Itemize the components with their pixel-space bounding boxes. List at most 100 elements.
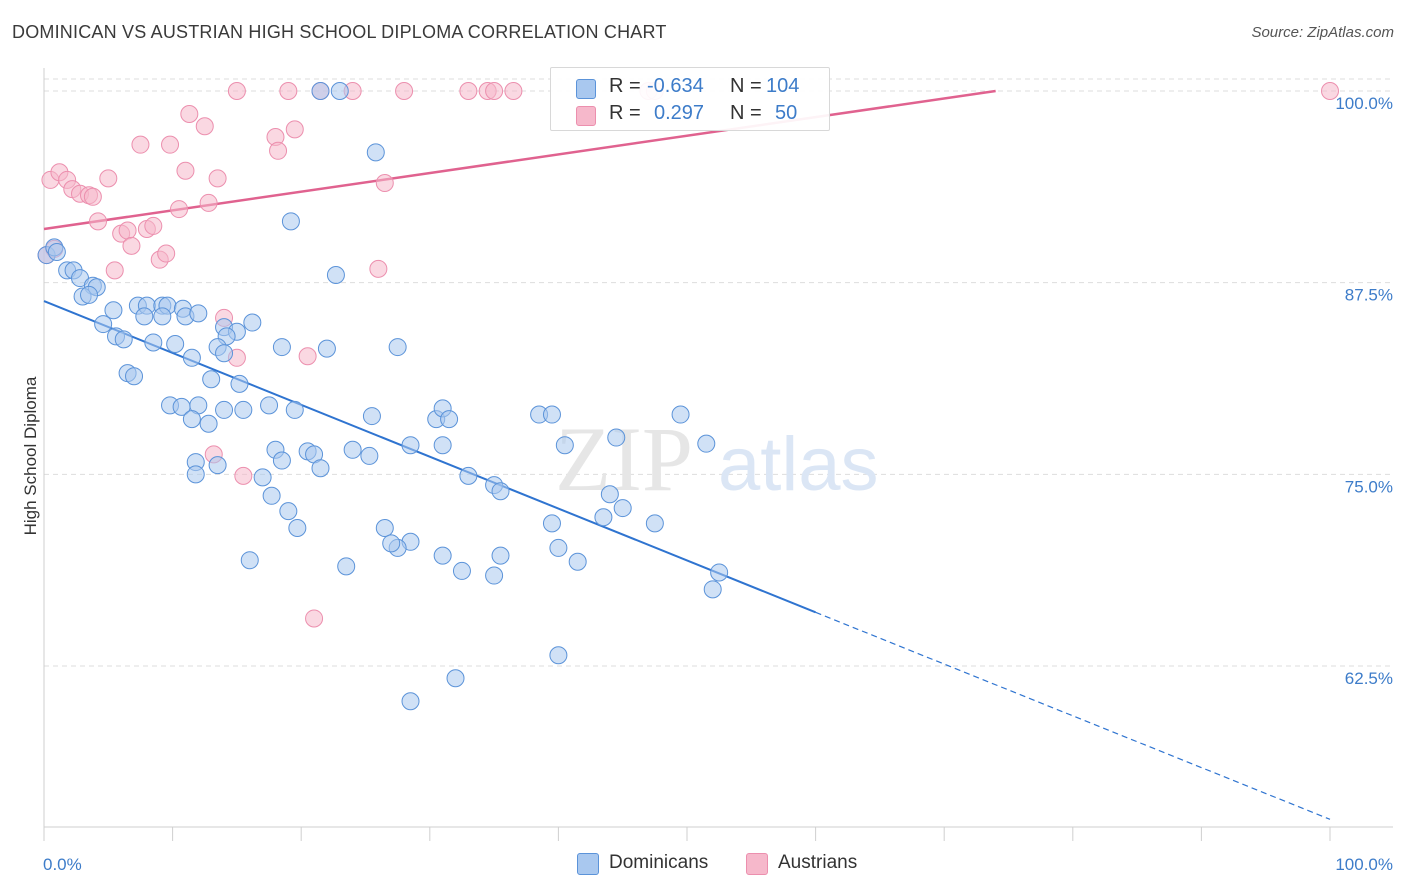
chart-source: Source: ZipAtlas.com xyxy=(1251,24,1394,41)
dominicans-point xyxy=(645,514,664,533)
dominicans-point xyxy=(375,519,394,537)
dominicans-point xyxy=(697,434,716,453)
dominicans-trend-extension xyxy=(815,611,1331,820)
dominicans-point xyxy=(594,508,613,527)
dominicans-point xyxy=(262,486,281,505)
dominicans-point xyxy=(80,285,99,304)
series-legend: Dominicans Austrians xyxy=(0,850,1406,880)
dominicans-point xyxy=(199,414,218,433)
dominicans-point xyxy=(234,400,253,419)
dominicans-point xyxy=(542,514,561,533)
dominicans-point xyxy=(47,243,66,261)
austrians-point xyxy=(369,259,388,278)
dominicans-point xyxy=(135,307,154,326)
chart-title: DOMINICAN VS AUSTRIAN HIGH SCHOOL DIPLOM… xyxy=(12,22,667,42)
dominicans-point xyxy=(166,335,185,353)
dominicans-point xyxy=(568,552,587,571)
y-tick-label: 87.5% xyxy=(1345,286,1393,305)
correlation-legend: R = -0.634 N = 104 R = 0.297 N = 50 xyxy=(550,67,830,131)
dominicans-point xyxy=(607,428,626,447)
austrians-point xyxy=(485,82,504,100)
austrians-point xyxy=(157,244,176,263)
dominicans-point xyxy=(671,405,690,424)
legend-r-value: -0.634 xyxy=(647,75,704,97)
austrians-point xyxy=(504,82,523,100)
dominicans-point xyxy=(613,499,632,518)
austrians-point xyxy=(459,82,478,100)
austrians-point xyxy=(285,120,304,139)
dominicans-point xyxy=(366,143,385,162)
dominicans-point xyxy=(311,82,330,100)
dominicans-point xyxy=(452,561,471,580)
legend-row-dominicans: R = -0.634 N = 104 xyxy=(551,73,829,103)
austrians-point xyxy=(180,105,199,123)
legend-label-austrians: Austrians xyxy=(778,852,858,873)
dominicans-point xyxy=(311,459,330,478)
austrians-points xyxy=(37,82,1339,628)
dominicans-point xyxy=(182,410,201,429)
dominicans-point xyxy=(317,339,336,358)
austrians-point xyxy=(227,82,246,100)
dominicans-point xyxy=(542,405,561,424)
legend-n-label: N = xyxy=(730,102,762,124)
y-axis-label: High School Diploma xyxy=(21,376,40,535)
legend-r-value: 0.297 xyxy=(654,102,705,124)
dominicans-point xyxy=(459,466,478,485)
dominicans-point xyxy=(144,333,163,352)
y-tick-labels: 62.5% 75.0% 87.5% 100.0% xyxy=(1335,94,1393,688)
dominicans-point xyxy=(401,436,420,455)
legend-swatch-dominicans xyxy=(577,853,599,875)
watermark-zip: ZIP xyxy=(555,408,693,510)
dominicans-point xyxy=(125,367,144,386)
dominicans-point xyxy=(343,440,362,459)
dominicans-point xyxy=(288,519,307,537)
dominicans-point xyxy=(600,485,619,504)
austrians-point xyxy=(305,609,324,628)
dominicans-point xyxy=(182,348,201,367)
dominicans-point xyxy=(94,315,113,334)
dominicans-point xyxy=(362,407,381,426)
legend-r-label: R = xyxy=(609,102,641,124)
legend-swatch-austrians xyxy=(576,106,596,126)
dominicans-point xyxy=(202,370,221,389)
legend-row-austrians: R = 0.297 N = 50 xyxy=(551,100,829,130)
dominicans-point xyxy=(440,410,459,429)
dominicans-point xyxy=(433,546,452,565)
x-tick-label-min: 0.0% xyxy=(43,855,82,874)
austrians-point xyxy=(122,236,141,255)
austrians-point xyxy=(83,187,102,206)
legend-n-value: 104 xyxy=(766,75,800,97)
austrians-point xyxy=(298,347,317,366)
dominicans-point xyxy=(382,534,401,553)
dominicans-point xyxy=(491,482,510,501)
legend-swatch-dominicans xyxy=(576,79,596,99)
axes xyxy=(43,68,1393,841)
dominicans-point xyxy=(330,82,349,100)
dominicans-point xyxy=(153,307,172,326)
austrians-point xyxy=(176,161,195,180)
dominicans-point xyxy=(401,692,420,711)
austrians-point xyxy=(170,200,189,219)
austrians-point xyxy=(279,82,298,100)
austrians-point xyxy=(105,261,124,280)
austrians-point xyxy=(89,212,108,231)
dominicans-point xyxy=(230,374,249,393)
dominicans-point xyxy=(433,436,452,455)
austrians-point xyxy=(131,135,150,154)
dominicans-point xyxy=(388,338,407,357)
dominicans-point xyxy=(260,396,279,415)
austrians-point xyxy=(234,466,253,485)
dominicans-point xyxy=(281,212,300,231)
dominicans-trend-line xyxy=(43,300,816,614)
dominicans-point xyxy=(446,669,465,688)
dominicans-point xyxy=(337,557,356,576)
dominicans-point xyxy=(703,580,722,599)
austrians-point xyxy=(1321,82,1339,100)
dominicans-point xyxy=(208,456,227,475)
dominicans-point xyxy=(215,400,234,419)
dominicans-point xyxy=(243,313,262,332)
legend-swatch-austrians xyxy=(746,853,768,875)
austrians-point xyxy=(195,117,214,136)
dominicans-point xyxy=(114,330,133,349)
austrians-point xyxy=(144,216,163,235)
